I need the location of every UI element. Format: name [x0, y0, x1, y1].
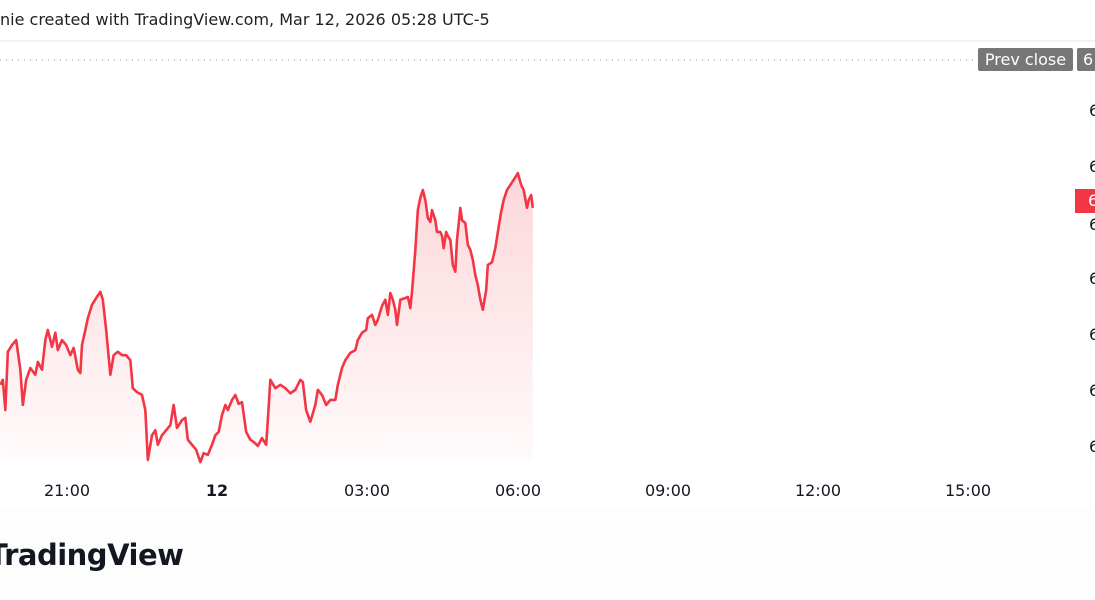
- y-tick-label: 6: [1089, 437, 1095, 456]
- x-tick-label: 21:00: [43, 481, 91, 500]
- prev-close-label: Prev close: [978, 48, 1073, 71]
- x-tick-label: 09:00: [644, 481, 692, 500]
- y-tick-label: 6: [1089, 215, 1095, 234]
- header-bar: nie created with TradingView.com, Mar 12…: [0, 0, 1095, 42]
- price-line: [0, 171, 535, 464]
- chart-area[interactable]: Prev close 6 6 6 6 6 6 6 6 6 21:00 12 03:00 06:00…: [0, 42, 1095, 510]
- footer: TradingView: [0, 512, 1095, 600]
- x-tick-label: 15:00: [944, 481, 992, 500]
- snapshot-caption: nie created with TradingView.com, Mar 12…: [0, 10, 490, 29]
- last-price-label: 6: [1075, 189, 1095, 213]
- x-tick-label: 06:00: [494, 481, 542, 500]
- y-tick-label: 6: [1089, 269, 1095, 288]
- x-tick-label: 03:00: [343, 481, 391, 500]
- price-area-fill: [0, 173, 533, 463]
- x-tick-label: 12:00: [794, 481, 842, 500]
- x-tick-label: 12: [205, 481, 229, 500]
- prev-close-value: 6: [1077, 48, 1095, 71]
- y-tick-label: 6: [1089, 325, 1095, 344]
- y-tick-label: 6: [1089, 101, 1095, 120]
- tradingview-logo[interactable]: TradingView: [0, 538, 184, 572]
- price-chart: [0, 59, 976, 464]
- y-tick-label: 6: [1089, 157, 1095, 176]
- y-tick-label: 6: [1089, 381, 1095, 400]
